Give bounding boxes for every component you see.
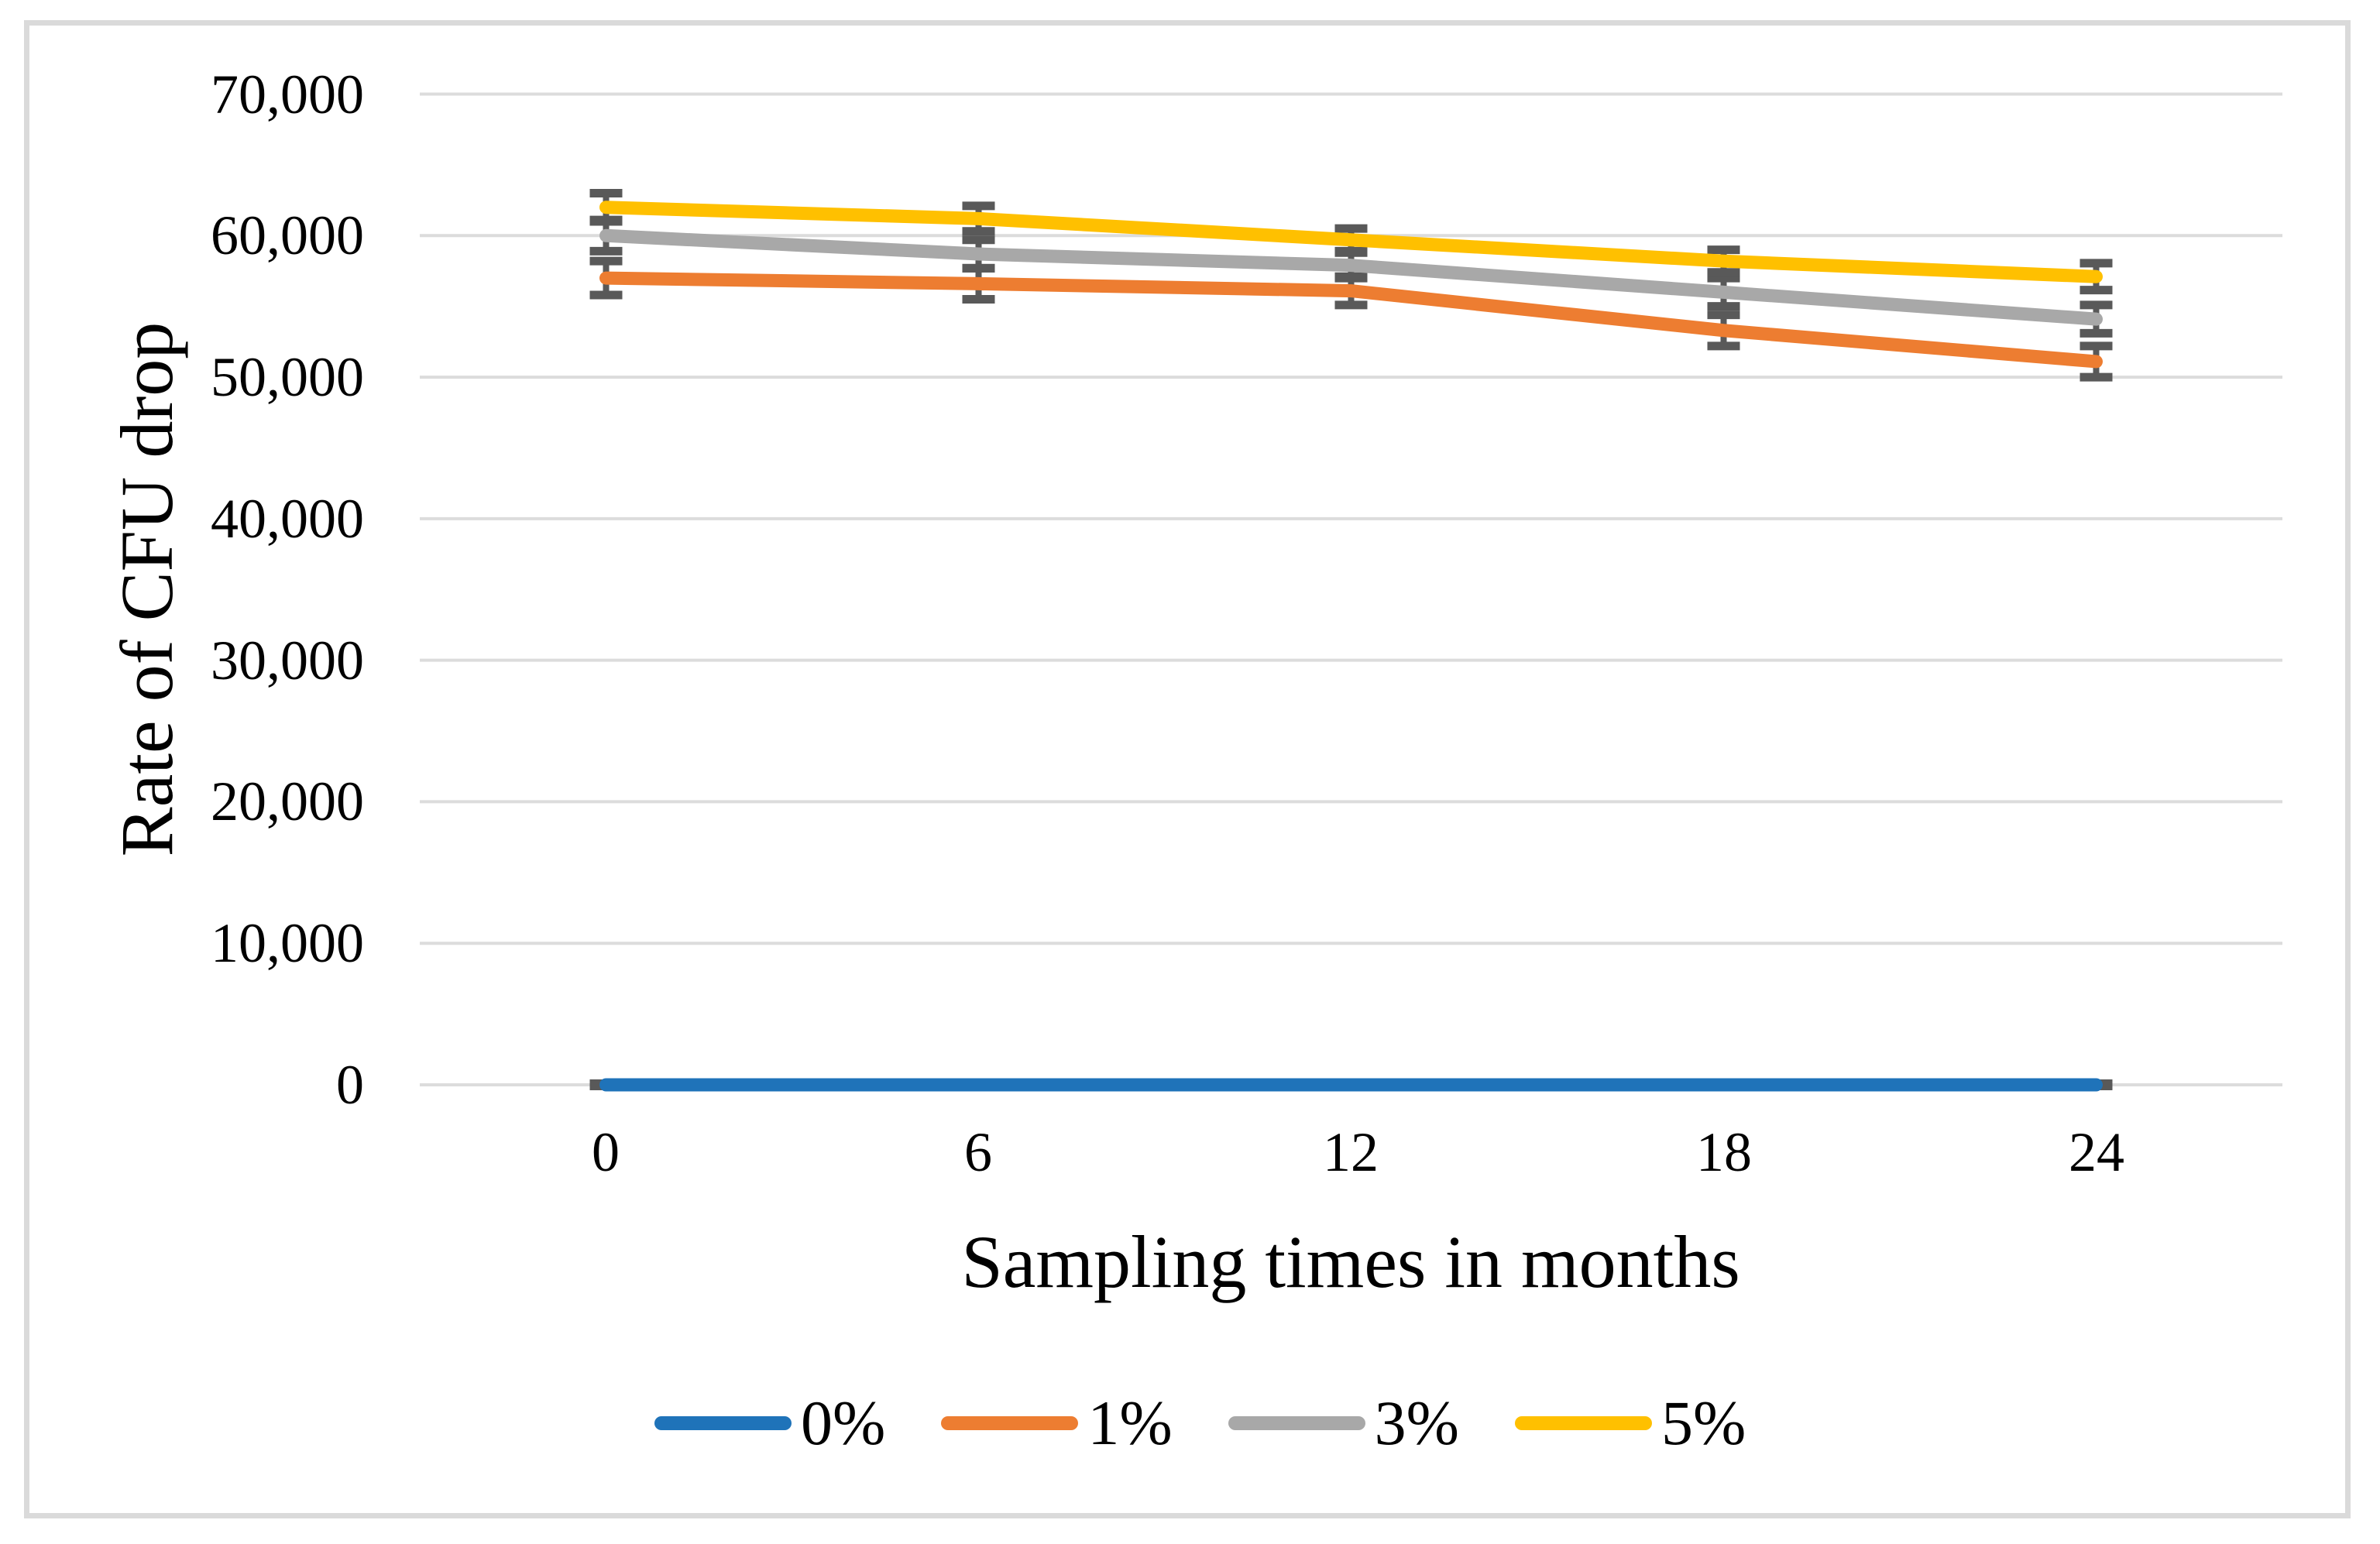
legend-label-3pct: 3% (1374, 1388, 1459, 1458)
x-axis-title: Sampling times in months (961, 1220, 1740, 1303)
legend-label-0pct: 0% (801, 1388, 886, 1458)
y-tick-label: 10,000 (211, 912, 364, 974)
x-tick-label: 12 (1323, 1121, 1379, 1183)
legend-label-1pct: 1% (1087, 1388, 1173, 1458)
x-tick-label: 6 (964, 1121, 992, 1183)
legend-label-5pct: 5% (1661, 1388, 1746, 1458)
legend: 0% 1% 3% 5% (654, 1384, 1746, 1462)
y-tick-label: 30,000 (211, 630, 364, 691)
legend-swatch-1pct (941, 1416, 1079, 1430)
legend-swatch-5pct (1514, 1416, 1652, 1430)
y-tick-label: 20,000 (211, 770, 364, 832)
x-tick-label: 18 (1696, 1121, 1752, 1183)
series-line-1% (599, 271, 2103, 369)
x-tick-label: 24 (2069, 1121, 2124, 1183)
y-tick-label: 60,000 (211, 204, 364, 266)
y-tick-label: 0 (336, 1054, 364, 1116)
legend-item-0pct: 0% (654, 1384, 885, 1462)
legend-item-3pct: 3% (1228, 1384, 1459, 1462)
legend-swatch-0pct (654, 1416, 792, 1430)
x-tick-label: 0 (592, 1121, 620, 1183)
figure-border (24, 20, 2351, 1518)
series-line-5% (599, 201, 2103, 283)
legend-item-5pct: 5% (1514, 1384, 1746, 1462)
error-bars-5% (589, 188, 2113, 295)
legend-swatch-3pct (1228, 1416, 1365, 1430)
y-axis-title: Rate of CFU drop (105, 321, 188, 857)
y-tick-label: 70,000 (211, 63, 364, 125)
y-tick-label: 40,000 (211, 488, 364, 550)
series-line-3% (599, 228, 2103, 326)
y-tick-label: 50,000 (211, 346, 364, 408)
legend-item-1pct: 1% (941, 1384, 1173, 1462)
